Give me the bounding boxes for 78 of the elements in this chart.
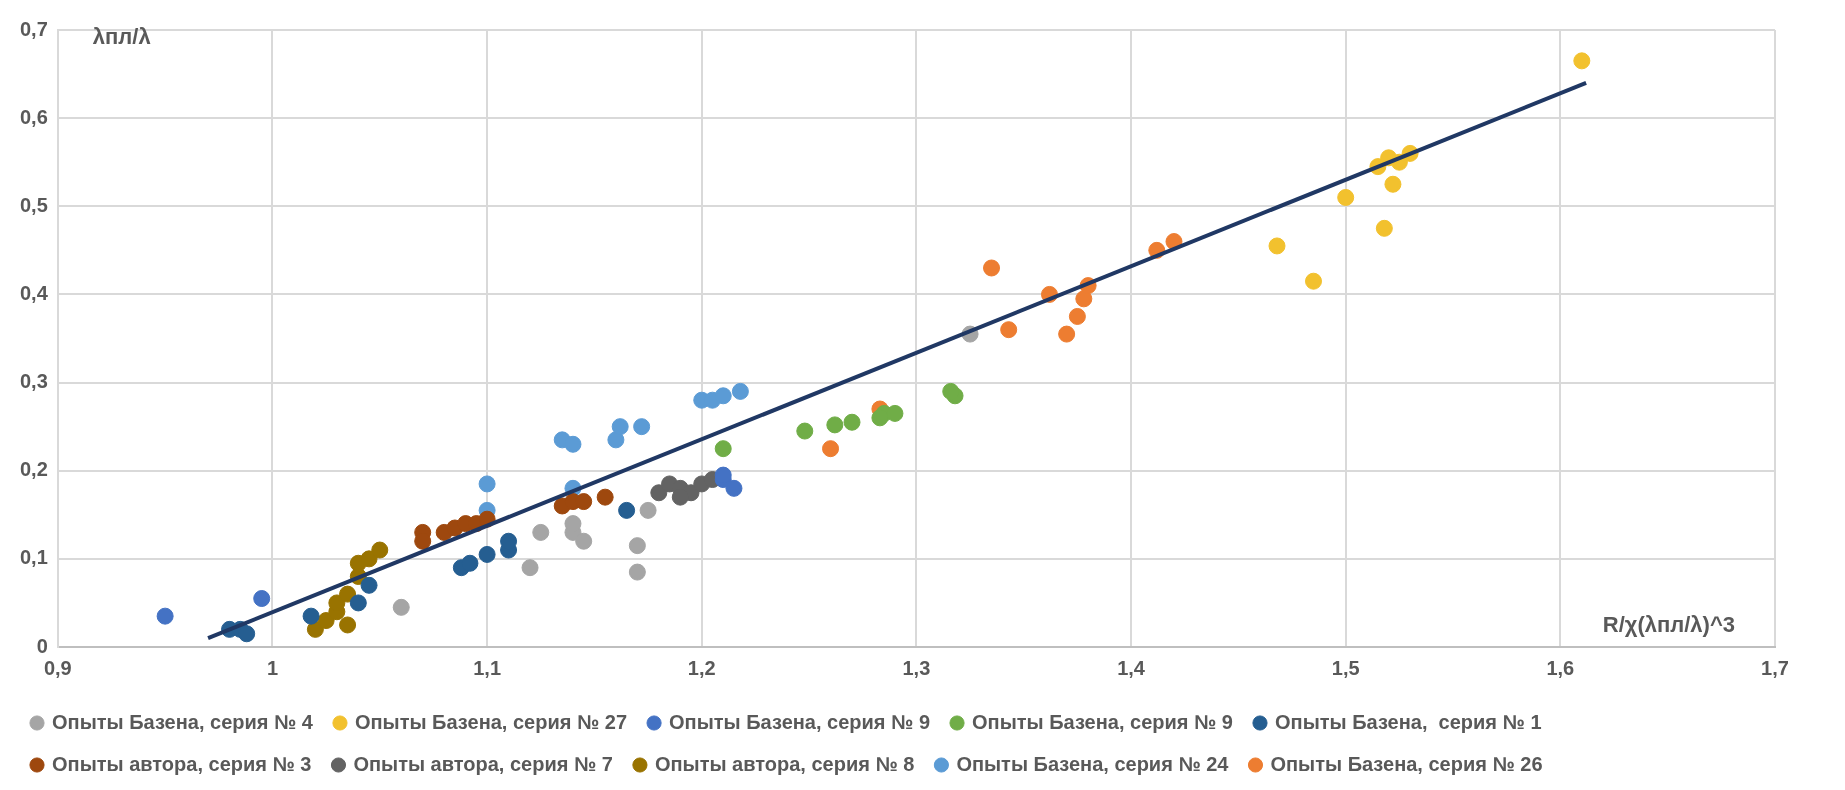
point (478, 545, 496, 563)
legend-label: Опыты автора, серия № 7 (353, 752, 613, 775)
point (714, 440, 732, 458)
point (1375, 219, 1393, 237)
point (339, 616, 357, 634)
point (611, 418, 629, 436)
point (1068, 307, 1086, 325)
x-tick-label: 1,3 (902, 656, 931, 679)
point (478, 475, 496, 493)
point (521, 559, 539, 577)
point (317, 612, 335, 630)
point (1384, 175, 1402, 193)
legend-label: Опыты автора, серия № 3 (52, 752, 312, 775)
legend-label: Опыты Базена, серия № 9 (972, 710, 1233, 733)
y-tick-label: 0 (36, 634, 48, 657)
x-tick-label: 0,9 (43, 656, 72, 679)
point (826, 416, 844, 434)
point (822, 440, 840, 458)
y-axis-title: λпл/λ (92, 24, 151, 50)
point (983, 259, 1001, 277)
point (253, 590, 271, 608)
point (618, 501, 636, 519)
point (1000, 321, 1018, 339)
y-tick-label: 0,6 (19, 105, 48, 128)
point (156, 607, 174, 625)
point (1337, 188, 1355, 206)
point (360, 576, 378, 594)
x-tick-label: 1,2 (687, 656, 716, 679)
point (532, 523, 550, 541)
point (1075, 290, 1093, 308)
point (607, 431, 625, 449)
point (871, 409, 889, 427)
x-tick-label: 1,4 (1117, 656, 1146, 679)
point (714, 387, 732, 405)
y-tick-label: 0,2 (19, 458, 48, 481)
x-tick-label: 1,7 (1761, 656, 1789, 679)
point (1305, 272, 1322, 290)
point (628, 563, 646, 581)
legend-label: Опыты Базена, серия № 1 (1274, 710, 1542, 733)
x-tick-label: 1,6 (1546, 656, 1575, 679)
y-tick-label: 0,5 (19, 193, 48, 216)
point (633, 418, 651, 436)
x-axis-title: R/χ(λпл/λ)^3 (1602, 612, 1735, 638)
point (349, 594, 367, 612)
x-tick-label: 1,1 (473, 656, 502, 679)
y-tick-label: 0,3 (19, 370, 48, 393)
point (360, 550, 378, 568)
point (628, 537, 646, 555)
legend-label: Опыты автора, серия № 8 (654, 752, 915, 775)
point (1573, 52, 1591, 70)
x-tick-label: 1,5 (1331, 656, 1360, 679)
point (650, 484, 668, 502)
point (731, 382, 749, 400)
point (371, 541, 389, 559)
point (575, 532, 593, 550)
point (339, 585, 357, 603)
point (639, 501, 657, 519)
point (843, 413, 861, 431)
point (564, 435, 582, 453)
point (942, 382, 960, 400)
point (796, 422, 814, 440)
x-tick-label: 1 (266, 656, 279, 679)
point (392, 598, 410, 616)
legend-label: Опыты Базена, серия № 27 (354, 710, 628, 733)
point (461, 554, 479, 572)
y-tick-label: 0,1 (19, 546, 48, 569)
legend-label: Опыты Базена, серия № 26 (1270, 752, 1543, 775)
point (302, 607, 320, 625)
point (238, 625, 256, 643)
y-tick-label: 0,4 (19, 281, 49, 304)
y-tick-label: 0,7 (19, 17, 48, 40)
point (1268, 237, 1286, 255)
point (596, 488, 614, 506)
point (1058, 325, 1076, 343)
point (725, 479, 743, 497)
legend-label: Опыты Базена, серия № 24 (956, 752, 1230, 775)
legend-label: Опыты Базена, серия № 9 (669, 710, 931, 733)
legend-label: Опыты Базена, серия № 4 (52, 710, 314, 733)
